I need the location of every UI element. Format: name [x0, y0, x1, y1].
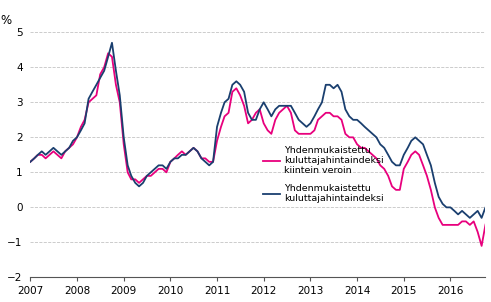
- Legend: Yhdenmukaistettu
kuluttajahintaindeksi
kiintein veroin, Yhdenmukaistettu
kulutta: Yhdenmukaistettu kuluttajahintaindeksi k…: [263, 146, 384, 203]
- Line: Yhdenmukaistettu
kuluttajahintaindeksi
kiintein veroin: Yhdenmukaistettu kuluttajahintaindeksi k…: [30, 53, 491, 246]
- Line: Yhdenmukaistettu
kuluttajahintaindeksi: Yhdenmukaistettu kuluttajahintaindeksi: [30, 43, 491, 218]
- Text: %: %: [0, 14, 12, 27]
